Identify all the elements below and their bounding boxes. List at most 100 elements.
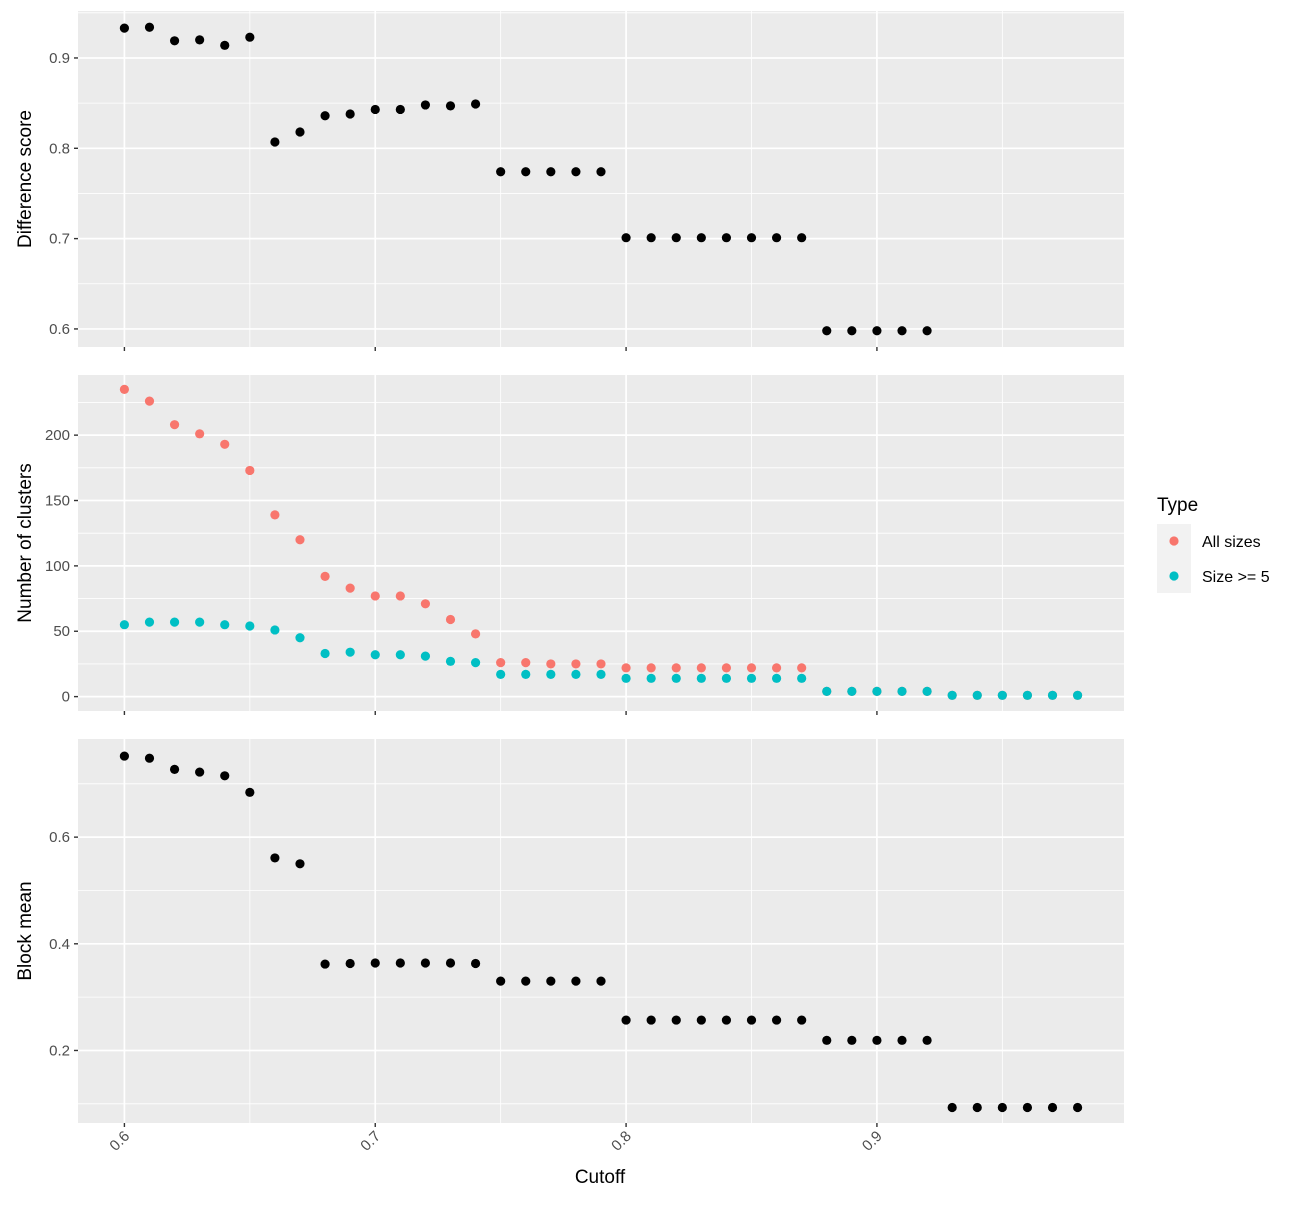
data-point bbox=[345, 109, 355, 119]
data-point bbox=[220, 771, 230, 781]
data-point bbox=[169, 420, 180, 430]
data-point bbox=[1072, 690, 1083, 700]
data-point bbox=[571, 976, 581, 986]
data-point bbox=[220, 40, 230, 50]
y-axis-title: Difference score bbox=[15, 110, 36, 248]
data-point bbox=[621, 233, 631, 243]
data-point bbox=[646, 663, 656, 673]
data-point bbox=[245, 465, 255, 476]
panel-2: 0 50 100 150 200 Number of clusters bbox=[15, 375, 1124, 715]
data-point bbox=[847, 326, 857, 336]
data-point bbox=[646, 1015, 656, 1025]
data-point bbox=[746, 1015, 757, 1025]
data-point bbox=[671, 233, 681, 243]
data-point bbox=[345, 583, 355, 593]
data-point bbox=[195, 429, 205, 439]
legend-label-size-5: Size >= 5 bbox=[1202, 569, 1270, 586]
data-point bbox=[746, 673, 757, 683]
data-point bbox=[897, 1035, 907, 1045]
data-point bbox=[395, 958, 405, 968]
data-point bbox=[721, 663, 732, 673]
legend-key-background bbox=[1157, 524, 1191, 593]
data-point bbox=[119, 620, 130, 630]
y-tick-label: 0.7 bbox=[49, 231, 70, 248]
data-point bbox=[797, 233, 807, 243]
data-point bbox=[144, 396, 155, 406]
data-point bbox=[470, 99, 481, 109]
panel-1: 0.6 0.7 0.8 0.9 Difference score bbox=[15, 11, 1124, 351]
data-point bbox=[872, 1035, 882, 1045]
data-point bbox=[721, 1015, 732, 1025]
data-point bbox=[1022, 690, 1033, 700]
data-point bbox=[496, 669, 506, 679]
y-tick-label: 0.6 bbox=[49, 321, 70, 338]
data-point bbox=[119, 384, 130, 394]
data-point bbox=[420, 651, 431, 661]
legend-title: Type bbox=[1157, 495, 1198, 516]
y-axis-title: Block mean bbox=[15, 881, 36, 980]
data-point bbox=[245, 32, 255, 42]
data-point bbox=[797, 663, 807, 673]
data-point bbox=[270, 853, 280, 863]
data-point bbox=[144, 617, 155, 627]
data-point bbox=[797, 1015, 807, 1025]
data-point bbox=[395, 650, 405, 660]
data-point bbox=[169, 36, 180, 46]
data-point bbox=[220, 439, 230, 449]
data-point bbox=[771, 1015, 782, 1025]
data-point bbox=[270, 137, 280, 147]
x-tick-label: 0.7 bbox=[357, 1128, 384, 1155]
data-point bbox=[621, 673, 631, 683]
data-point bbox=[144, 22, 155, 32]
data-point bbox=[771, 663, 782, 673]
data-point bbox=[195, 617, 205, 627]
y-tick-label: 200 bbox=[45, 427, 70, 444]
data-point bbox=[596, 669, 606, 679]
data-point bbox=[1072, 1102, 1083, 1113]
data-point bbox=[320, 648, 330, 659]
data-point bbox=[445, 614, 456, 625]
data-point bbox=[546, 976, 556, 986]
data-point bbox=[596, 659, 606, 669]
data-point bbox=[922, 686, 932, 696]
data-point bbox=[1047, 1102, 1058, 1113]
data-point bbox=[320, 111, 330, 121]
data-point bbox=[771, 673, 782, 683]
data-point bbox=[922, 1035, 932, 1045]
data-point bbox=[671, 1015, 681, 1025]
data-point bbox=[169, 764, 180, 775]
data-point bbox=[596, 976, 606, 986]
data-point bbox=[646, 233, 656, 243]
data-point bbox=[822, 1035, 832, 1045]
data-point bbox=[345, 958, 355, 969]
series-2 bbox=[119, 617, 1083, 700]
data-point bbox=[445, 656, 456, 666]
data-point bbox=[746, 663, 757, 673]
x-tick-label: 0.8 bbox=[608, 1128, 635, 1155]
data-point bbox=[119, 23, 130, 33]
data-point bbox=[571, 167, 581, 177]
data-point bbox=[295, 127, 305, 137]
data-point bbox=[872, 686, 882, 696]
data-point bbox=[345, 647, 355, 657]
data-point bbox=[395, 591, 405, 601]
data-point bbox=[496, 658, 506, 668]
data-point bbox=[1047, 690, 1058, 700]
data-point bbox=[972, 1102, 982, 1113]
data-point bbox=[320, 959, 330, 969]
x-tick-label: 0.6 bbox=[106, 1128, 133, 1155]
data-point bbox=[470, 658, 481, 668]
data-point bbox=[295, 633, 305, 643]
data-point bbox=[696, 1015, 706, 1025]
series-1 bbox=[119, 751, 1083, 1113]
data-point bbox=[847, 1035, 857, 1045]
y-tick-label: 0 bbox=[62, 689, 70, 706]
data-point bbox=[195, 767, 205, 777]
panel-3: 0.2 0.4 0.6 Block mean bbox=[15, 739, 1124, 1127]
panel-background bbox=[78, 375, 1124, 711]
x-tick-label: 0.9 bbox=[859, 1128, 886, 1155]
series-1 bbox=[119, 22, 932, 336]
data-point bbox=[270, 625, 280, 635]
